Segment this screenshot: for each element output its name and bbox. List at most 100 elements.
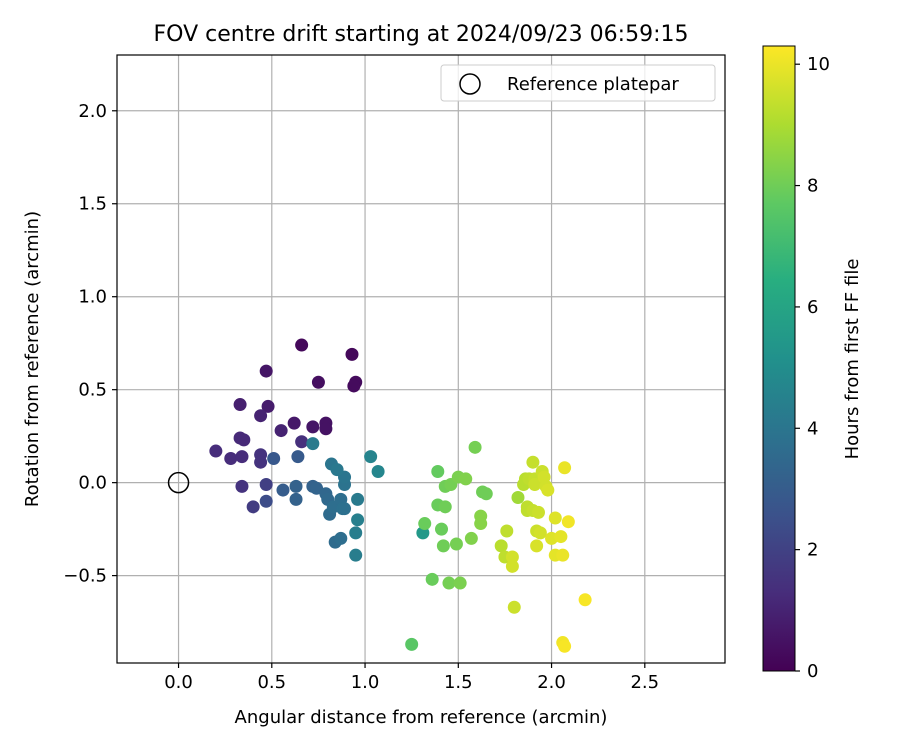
- data-point: [561, 515, 575, 529]
- y-tick-label: 1.5: [78, 194, 107, 215]
- colorbar-tick-label: 8: [807, 176, 818, 197]
- data-point: [530, 539, 544, 553]
- data-point: [554, 530, 568, 544]
- data-point: [295, 338, 309, 352]
- data-point: [528, 478, 542, 492]
- data-point: [289, 492, 303, 506]
- data-point: [235, 479, 249, 493]
- data-point: [259, 364, 273, 378]
- data-points: [209, 338, 592, 653]
- data-point: [474, 517, 488, 531]
- data-point: [558, 639, 572, 653]
- data-point: [306, 420, 320, 434]
- data-point: [289, 479, 303, 493]
- data-point: [533, 526, 547, 540]
- data-point: [351, 492, 365, 506]
- data-point: [254, 455, 268, 469]
- data-point: [449, 537, 463, 551]
- data-point: [436, 539, 450, 553]
- data-point: [507, 600, 521, 614]
- data-point: [418, 517, 432, 531]
- x-tick-label: 0.0: [164, 672, 193, 693]
- colorbar-label: Hours from first FF file: [842, 259, 863, 460]
- data-point: [254, 409, 268, 423]
- data-point: [479, 487, 493, 501]
- data-point: [371, 464, 385, 478]
- data-point: [287, 416, 301, 430]
- data-point: [349, 548, 363, 562]
- data-point: [364, 450, 378, 464]
- data-point: [453, 576, 467, 590]
- data-point: [349, 526, 363, 540]
- y-tick-label: 0.5: [78, 380, 107, 401]
- colorbar-tick-label: 0: [807, 661, 818, 682]
- x-tick-label: 2.5: [630, 672, 659, 693]
- data-point: [345, 347, 359, 361]
- data-point: [351, 513, 365, 527]
- data-point: [311, 375, 325, 389]
- data-point: [276, 483, 290, 497]
- data-point: [578, 593, 592, 607]
- reference-platepar-marker: [167, 471, 190, 494]
- data-point: [505, 559, 519, 573]
- data-point: [224, 451, 238, 465]
- colorbar-tick-label: 10: [807, 54, 830, 75]
- legend-label: Reference platepar: [507, 74, 679, 95]
- data-point: [464, 531, 478, 545]
- data-point: [558, 461, 572, 475]
- data-point: [259, 494, 273, 508]
- data-point: [531, 505, 545, 519]
- grid: [117, 55, 725, 663]
- colorbar-tick-label: 4: [807, 418, 818, 439]
- data-point: [306, 437, 320, 451]
- data-point: [259, 478, 273, 492]
- data-point: [347, 379, 361, 393]
- y-tick-label: 1.0: [78, 287, 107, 308]
- data-point: [295, 435, 309, 449]
- colorbar-gradient: [762, 45, 796, 672]
- legend-box: [440, 64, 716, 102]
- x-axis-ticks: 0.0 0.5 1.0 1.5 2.0 2.5: [164, 663, 659, 693]
- data-point: [235, 450, 249, 464]
- y-axis-ticks: −0.5 0.0 0.5 1.0 1.5 2.0: [63, 101, 117, 587]
- colorbar-ticks: 0 2 4 6 8 10: [795, 54, 830, 682]
- data-point: [267, 451, 281, 465]
- data-point: [435, 522, 449, 536]
- data-point: [334, 531, 348, 545]
- data-point: [246, 500, 260, 514]
- data-point: [261, 399, 275, 413]
- data-point: [526, 455, 540, 469]
- data-point: [468, 440, 482, 454]
- data-point: [274, 424, 288, 438]
- data-point: [442, 576, 456, 590]
- data-point: [405, 637, 419, 651]
- y-tick-label: −0.5: [63, 566, 107, 587]
- data-point: [425, 572, 439, 586]
- data-point: [233, 398, 247, 412]
- data-point: [438, 500, 452, 514]
- chart-title: FOV centre drift starting at 2024/09/23 …: [154, 22, 689, 47]
- x-tick-label: 1.5: [444, 672, 473, 693]
- data-point: [541, 483, 555, 497]
- x-axis-label: Angular distance from reference (arcmin): [235, 707, 608, 728]
- data-point: [459, 472, 473, 486]
- data-point: [319, 422, 333, 436]
- x-tick-label: 2.0: [537, 672, 566, 693]
- data-point: [494, 539, 508, 553]
- data-point: [338, 502, 352, 516]
- legend-open-circle-icon: [459, 73, 481, 95]
- y-tick-label: 2.0: [78, 101, 107, 122]
- plot-frame: [116, 54, 726, 664]
- data-point: [237, 433, 251, 447]
- y-axis-label: Rotation from reference (arcmin): [22, 211, 43, 507]
- colorbar: 0 2 4 6 8 10 Hours from first FF file: [762, 45, 863, 682]
- data-point: [556, 548, 570, 562]
- data-point: [291, 450, 305, 464]
- colorbar-tick-label: 6: [807, 297, 818, 318]
- data-point: [209, 444, 223, 458]
- colorbar-tick-label: 2: [807, 540, 818, 561]
- data-point: [505, 550, 519, 564]
- x-tick-label: 0.5: [257, 672, 286, 693]
